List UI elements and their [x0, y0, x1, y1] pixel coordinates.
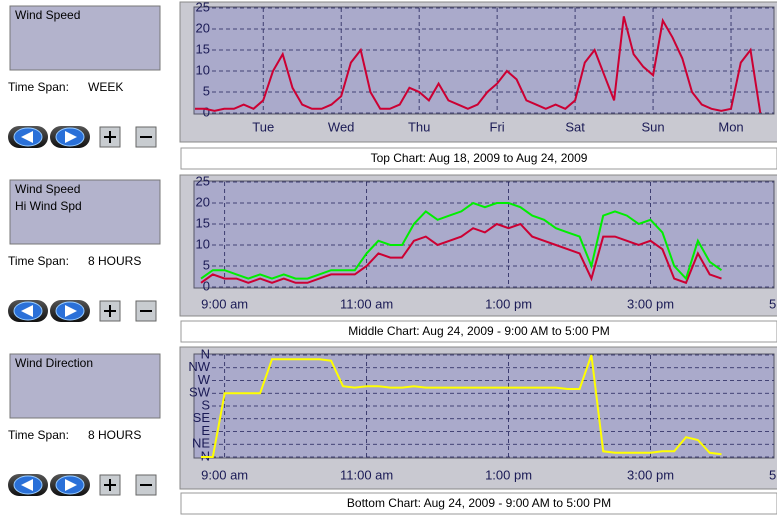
- y-tick-label: NE: [192, 436, 210, 451]
- button-arrow: [21, 305, 33, 317]
- y-tick-label: 25: [196, 173, 210, 188]
- plot-area: [193, 180, 775, 289]
- y-tick-label: E: [201, 423, 210, 438]
- button-arrow: [65, 131, 77, 143]
- x-tick-label: 3:00 pm: [627, 296, 674, 311]
- back-button[interactable]: [8, 126, 48, 148]
- y-tick-label: 5: [203, 257, 210, 272]
- button-arrow: [65, 479, 77, 491]
- x-tick-label: 1:00 pm: [485, 467, 532, 482]
- x-tick-label: Sun: [641, 119, 664, 134]
- x-tick-label: 5:00 pm: [769, 467, 782, 482]
- series-list[interactable]: [9, 179, 161, 245]
- charts: Top Chart: Aug 18, 2009 to Aug 24, 2009 0…: [179, 0, 782, 515]
- series-list[interactable]: [9, 5, 161, 71]
- x-tick-label: 5:00 pm: [769, 296, 782, 311]
- x-tick-label: 11:00 am: [340, 296, 393, 311]
- x-tick-label: Sat: [565, 119, 585, 134]
- y-tick-label: 10: [196, 236, 210, 251]
- chart-caption: Top Chart: Aug 18, 2009 to Aug 24, 2009: [371, 151, 588, 165]
- y-tick-label: S: [201, 397, 210, 412]
- zoom-in-button[interactable]: [99, 474, 121, 496]
- zoom-out-button[interactable]: [135, 474, 157, 496]
- time-span-label: Time Span:: [8, 254, 69, 268]
- y-tick-label: 5: [203, 83, 210, 98]
- zoom-out-button[interactable]: [135, 126, 157, 148]
- y-tick-label: 20: [196, 20, 210, 35]
- caption-box: [180, 492, 777, 515]
- legend-entry: Wind Direction: [15, 356, 93, 370]
- legend-entry: Hi Wind Spd: [15, 199, 82, 213]
- x-tick-label: 3:00 pm: [627, 467, 674, 482]
- y-tick-label: 15: [196, 215, 210, 230]
- time-span-label: Time Span:: [8, 80, 69, 94]
- y-tick-label: N: [201, 448, 210, 463]
- caption-box: [180, 147, 777, 170]
- x-tick-label: 9:00 am: [201, 467, 248, 482]
- y-tick-label: 25: [196, 0, 210, 14]
- y-tick-label: 15: [196, 41, 210, 56]
- legend-entry: Wind Speed: [15, 8, 80, 22]
- forward-button[interactable]: [50, 126, 90, 148]
- y-tick-label: 0: [203, 278, 210, 293]
- series-line: [200, 222, 722, 285]
- chart-caption: Middle Chart: Aug 24, 2009 - 9:00 AM to …: [348, 324, 610, 338]
- series-line: [195, 16, 762, 114]
- plot-area: [193, 353, 775, 459]
- button-arrow: [21, 479, 33, 491]
- y-tick-label: NW: [188, 359, 210, 374]
- forward-button[interactable]: [50, 300, 90, 322]
- time-span-value: 8 HOURS: [88, 254, 141, 268]
- back-button[interactable]: [8, 300, 48, 322]
- series-line: [200, 201, 723, 281]
- y-tick-label: 20: [196, 194, 210, 209]
- legend-entry: Wind Speed: [15, 182, 80, 196]
- y-tick-label: N: [201, 346, 210, 361]
- x-tick-label: Mon: [718, 119, 743, 134]
- caption-box: [180, 320, 777, 343]
- time-span-label: Time Span:: [8, 428, 69, 442]
- time-span-value: 8 HOURS: [88, 428, 141, 442]
- x-tick-label: Fri: [490, 119, 505, 134]
- x-tick-label: 9:00 am: [201, 296, 248, 311]
- series-list[interactable]: [9, 353, 161, 419]
- button-arrow: [21, 131, 33, 143]
- zoom-in-button[interactable]: [99, 300, 121, 322]
- x-tick-label: Wed: [328, 119, 355, 134]
- x-tick-label: Thu: [408, 119, 430, 134]
- time-span-value: WEEK: [88, 80, 123, 94]
- series-line: [201, 354, 722, 458]
- y-tick-label: SW: [189, 385, 211, 400]
- back-button[interactable]: [8, 474, 48, 496]
- y-tick-label: W: [198, 372, 211, 387]
- x-tick-label: 1:00 pm: [485, 296, 532, 311]
- zoom-in-button[interactable]: [99, 126, 121, 148]
- forward-button[interactable]: [50, 474, 90, 496]
- zoom-out-button[interactable]: [135, 300, 157, 322]
- chart-caption: Bottom Chart: Aug 24, 2009 - 9:00 AM to …: [347, 496, 611, 510]
- button-arrow: [65, 305, 77, 317]
- y-tick-label: SE: [193, 410, 211, 425]
- y-tick-label: 0: [203, 104, 210, 119]
- controls: Wind Speed Time Span: WEEK Wind Speed Hi Win…: [8, 5, 161, 496]
- x-tick-label: Tue: [252, 119, 274, 134]
- y-tick-label: 10: [196, 62, 210, 77]
- x-tick-label: 11:00 am: [340, 467, 393, 482]
